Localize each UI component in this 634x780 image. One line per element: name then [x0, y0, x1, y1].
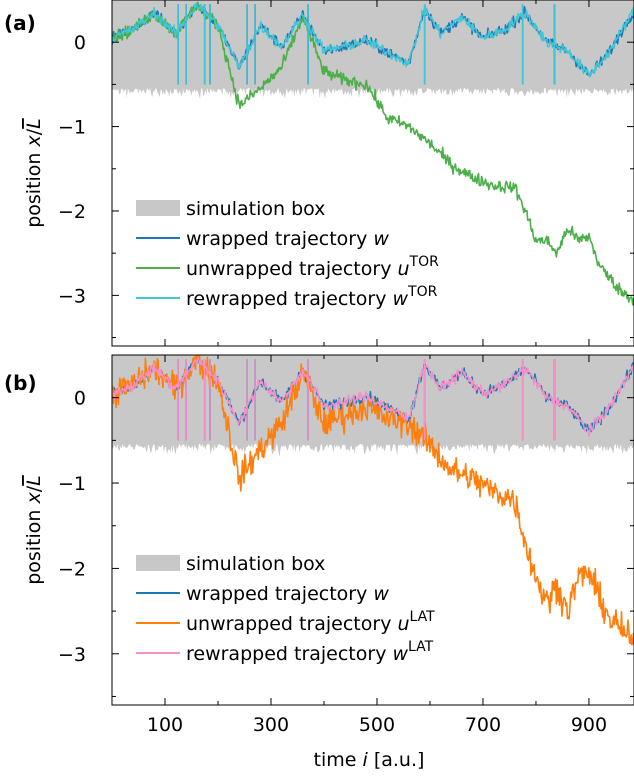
text-part: w	[392, 643, 408, 665]
plot-area	[112, 355, 634, 646]
x-tick-label: 900	[571, 714, 607, 736]
legend-swatch-band	[136, 555, 180, 571]
y-tick-label: −3	[58, 644, 86, 666]
text-part: LAT	[410, 609, 436, 625]
legend-entry: simulation box	[186, 198, 325, 220]
legend-entry: wrapped trajectory w	[186, 583, 389, 605]
text-part: rewrapped trajectory	[186, 643, 392, 665]
y-tick-label: −3	[58, 285, 86, 307]
text-part: time	[314, 749, 363, 771]
text-part: LAT	[408, 639, 434, 655]
legend-entry: unwrapped trajectory uLAT	[186, 609, 435, 635]
text-part: w	[373, 228, 389, 250]
text-part: w	[392, 288, 408, 310]
y-tick-label: −1	[58, 117, 86, 139]
text-part: simulation box	[186, 198, 325, 220]
series-line-3	[112, 2, 634, 85]
text-part: position	[23, 503, 45, 584]
y-axis-title: position x/L	[23, 475, 45, 585]
text-part: rewrapped trajectory	[186, 288, 392, 310]
text-part: w	[373, 583, 389, 605]
y-tick-label: −2	[58, 201, 86, 223]
x-tick-label: 300	[253, 714, 289, 736]
y-tick-label: −1	[58, 473, 86, 495]
panel-label: (a)	[4, 11, 36, 35]
y-axis-title: position x/L	[23, 118, 45, 228]
text-part: i	[363, 749, 369, 771]
y-tick-label: 0	[74, 32, 86, 54]
text-part: L	[23, 118, 45, 129]
text-part: wrapped trajectory	[186, 228, 373, 250]
legend-entry: unwrapped trajectory uTOR	[186, 254, 439, 280]
series-line-2	[112, 355, 634, 646]
x-tick-label: 100	[147, 714, 183, 736]
y-tick-label: 0	[74, 388, 86, 410]
series-line-3	[112, 356, 634, 441]
text-part: wrapped trajectory	[186, 583, 373, 605]
text-part: u	[397, 613, 409, 635]
text-part: TOR	[409, 254, 440, 270]
y-tick-label: −2	[58, 558, 86, 580]
legend-entry: rewrapped trajectory wLAT	[186, 639, 434, 665]
plot-frame	[111, 354, 634, 706]
text-part: position	[23, 146, 45, 227]
simulation-box-band	[112, 0, 634, 100]
x-axis-title: time i [a.u.]	[314, 749, 425, 771]
legend-swatch-band	[136, 200, 180, 216]
legend-entry: wrapped trajectory w	[186, 228, 389, 250]
plot-frame	[111, 0, 634, 347]
text-part: /	[23, 485, 45, 492]
plot-area	[112, 0, 634, 306]
text-part: x	[23, 491, 45, 504]
legend-entry: simulation box	[186, 553, 325, 575]
text-part: L	[23, 475, 45, 486]
text-part: u	[397, 258, 409, 280]
text-part: unwrapped trajectory	[186, 258, 397, 280]
text-part: TOR	[407, 284, 438, 300]
text-part: unwrapped trajectory	[186, 613, 397, 635]
legend-entry: rewrapped trajectory wTOR	[186, 284, 438, 310]
text-part: /	[23, 128, 45, 135]
x-tick-label: 500	[359, 714, 395, 736]
panel-label: (b)	[4, 371, 37, 395]
text-part: simulation box	[186, 553, 325, 575]
x-tick-label: 700	[465, 714, 501, 736]
text-part: [a.u.]	[368, 749, 425, 771]
text-part: x	[23, 134, 45, 147]
